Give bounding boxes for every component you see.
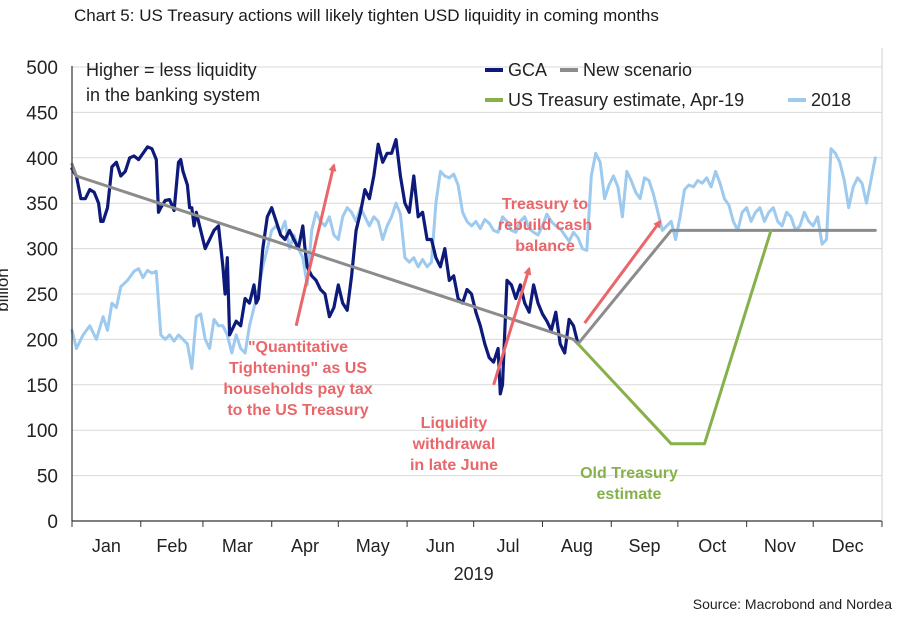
x-tick-label: Sep: [629, 536, 661, 556]
annotation-line: to the US Treasury: [227, 402, 368, 419]
x-tick-label: Apr: [291, 536, 319, 556]
x-tick-label: Jul: [497, 536, 520, 556]
y-tick-label: 350: [26, 194, 58, 215]
chart-note: in the banking system: [86, 85, 260, 105]
annotation-arrow-0: [294, 163, 337, 327]
x-tick-label: Feb: [156, 536, 187, 556]
x-tick-label: Jan: [92, 536, 121, 556]
y-tick-label: 50: [37, 467, 58, 488]
series-line-0: [70, 147, 877, 370]
annotation-line: "Quantitative: [248, 339, 348, 356]
annotation-line: rebuild cash: [498, 217, 592, 234]
grid-lines: [72, 66, 882, 477]
chart-note: Higher = less liquidity: [86, 60, 257, 80]
annotation-1: Liquidity withdrawal in late June: [410, 415, 498, 474]
x-tick-label: Dec: [832, 536, 864, 556]
annotation-3: Old Treasury estimate: [580, 465, 678, 503]
series-line-2: [70, 162, 877, 346]
series-layer: [70, 138, 877, 446]
y-tick-label: 100: [26, 421, 58, 442]
annotation-line: households pay tax: [223, 381, 372, 398]
chart-title: Chart 5: US Treasury actions will likely…: [74, 6, 659, 25]
y-tick-label: 300: [26, 240, 58, 261]
annotation-line: Old Treasury: [580, 465, 678, 482]
x-tick-label: Aug: [561, 536, 593, 556]
legend-label-3: 2018: [811, 90, 851, 110]
arrows-layer: [294, 163, 662, 386]
y-tick-label: 400: [26, 149, 58, 170]
annotation-arrow-1: [492, 266, 532, 386]
legend-label-1: New scenario: [583, 60, 692, 80]
y-tick-label: 500: [26, 58, 58, 79]
series-line-1: [70, 138, 580, 396]
annotations: "Quantitative Tightening" as US households…: [223, 196, 678, 503]
y-tick-label: 250: [26, 285, 58, 306]
annotation-line: withdrawal: [412, 436, 496, 453]
legend-label-0: GCA: [508, 60, 547, 80]
annotation-line: Liquidity: [421, 415, 488, 432]
y-tick-label: 200: [26, 330, 58, 351]
series-line-3: [576, 228, 773, 446]
annotation-line: Tightening" as US: [229, 360, 367, 377]
x-tick-label: Mar: [222, 536, 253, 556]
annotation-line: in late June: [410, 457, 498, 474]
source-note: Source: Macrobond and Nordea: [692, 596, 892, 612]
annotation-2: Treasury to rebuild cash balance: [498, 196, 592, 255]
annotation-line: Treasury to: [502, 196, 588, 213]
annotation-arrow-2: [583, 219, 662, 324]
annotation-0: "Quantitative Tightening" as US households…: [223, 339, 372, 419]
x-tick-label: Oct: [698, 536, 726, 556]
x-year-label: 2019: [454, 564, 494, 584]
legend: Higher = less liquidity in the banking sy…: [86, 60, 851, 110]
x-tick-label: Jun: [426, 536, 455, 556]
annotation-line: estimate: [597, 486, 662, 503]
x-tick-label: May: [356, 536, 390, 556]
axes: [71, 48, 883, 527]
y-axis-label: billion: [0, 268, 12, 311]
y-tick-label: 0: [47, 512, 58, 533]
y-tick-label: 150: [26, 376, 58, 397]
annotation-line: balance: [515, 238, 575, 255]
axis-labels: 0 50 100 150 200 250 300 350 400 450 500 billion Jan…: [0, 58, 864, 584]
y-tick-label: 450: [26, 103, 58, 124]
legend-label-2: US Treasury estimate, Apr-19: [508, 90, 744, 110]
x-tick-label: Nov: [764, 536, 796, 556]
